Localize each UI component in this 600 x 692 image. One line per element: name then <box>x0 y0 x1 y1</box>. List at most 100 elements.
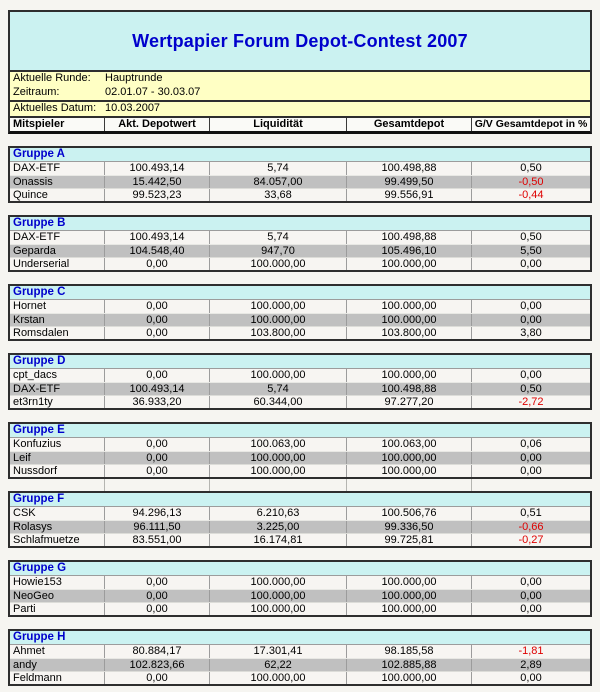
player-name: andy <box>10 659 105 671</box>
value-cell: 0,00 <box>520 465 542 477</box>
value-cell: 97.277,20 <box>347 396 472 408</box>
value-cell: 0,06 <box>520 438 542 450</box>
value-cell: 5,74 <box>210 383 347 395</box>
group-title: Gruppe F <box>10 493 590 507</box>
value-cell: 100.000,00 <box>347 300 472 313</box>
value-cell: 0,00 <box>105 603 210 615</box>
player-name: Romsdalen <box>10 327 105 339</box>
value-cell: 100.000,00 <box>210 314 347 326</box>
player-name: Howie153 <box>10 576 105 589</box>
value-cell: 0,00 <box>105 672 210 684</box>
value-cell: -2,72 <box>518 396 544 408</box>
player-name: Parti <box>10 603 105 615</box>
player-row: NeoGeo 0,00 100.000,00 100.000,00 0,00 <box>10 589 590 602</box>
value-cell: 0,00 <box>105 438 210 451</box>
column-header-liquiditaet: Liquidität <box>210 118 347 131</box>
value-cell: 100.000,00 <box>210 465 347 477</box>
group-table: Gruppe G Howie153 0,00 100.000,00 100.000,00… <box>8 560 592 617</box>
value-cell: 0,00 <box>520 314 542 326</box>
player-row: Konfuzius 0,00 100.063,00 100.063,00 0,06 <box>10 438 590 451</box>
value-cell: 100.000,00 <box>347 576 472 589</box>
player-name: Feldmann <box>10 672 105 684</box>
player-row: Hornet 0,00 100.000,00 100.000,00 0,00 <box>10 300 590 313</box>
value-cell: 105.496,10 <box>347 245 472 257</box>
value-cell: 102.823,66 <box>105 659 210 671</box>
value-cell: 100.000,00 <box>347 590 472 602</box>
group-gap <box>8 410 592 422</box>
spacer-before-groups <box>8 134 592 146</box>
value-cell: 100.000,00 <box>347 369 472 382</box>
player-name: DAX-ETF <box>10 231 105 244</box>
value-cell: 100.493,14 <box>105 231 210 244</box>
value-cell: 0,00 <box>520 576 542 588</box>
player-name: DAX-ETF <box>10 383 105 395</box>
value-cell: 5,50 <box>520 245 542 257</box>
player-row: Onassis 15.442,50 84.057,00 99.499,50 -0,50 <box>10 175 590 188</box>
player-name: Nussdorf <box>10 465 105 477</box>
player-row: Parti 0,00 100.000,00 100.000,00 0,00 <box>10 602 590 615</box>
value-cell: 100.063,00 <box>210 438 347 451</box>
player-name: Krstan <box>10 314 105 326</box>
value-cell: 100.493,14 <box>105 383 210 395</box>
group-title: Gruppe H <box>10 631 590 645</box>
group-gap <box>8 203 592 215</box>
value-cell: 100.000,00 <box>210 576 347 589</box>
value-cell: -0,27 <box>518 534 544 546</box>
value-cell: 0,00 <box>105 452 210 464</box>
value-cell: 100.000,00 <box>347 452 472 464</box>
value-cell: 100.000,00 <box>347 258 472 270</box>
value-cell: 103.800,00 <box>210 327 347 339</box>
value-cell: 98.185,58 <box>347 645 472 658</box>
info-value-runde: Hauptrunde <box>105 72 163 84</box>
round-info-box: Aktuelle Runde: Hauptrunde Zeitraum: 02.… <box>8 70 592 102</box>
player-row: Geparda 104.548,40 947,70 105.496,10 5,50 <box>10 244 590 257</box>
value-cell: 99.499,50 <box>347 176 472 188</box>
value-cell: 94.296,13 <box>105 507 210 520</box>
info-label-runde: Aktuelle Runde: <box>13 72 91 84</box>
group-table: Gruppe C Hornet 0,00 100.000,00 100.000,00 0,… <box>8 284 592 341</box>
player-row: Nussdorf 0,00 100.000,00 100.000,00 0,00 <box>10 464 590 477</box>
player-name: Konfuzius <box>10 438 105 451</box>
player-row: cpt_dacs 0,00 100.000,00 100.000,00 0,00 <box>10 369 590 382</box>
value-cell: 0,00 <box>105 465 210 477</box>
player-row: andy 102.823,66 62,22 102.885,88 2,89 <box>10 658 590 671</box>
value-cell: 0,00 <box>105 590 210 602</box>
player-row: Krstan 0,00 100.000,00 100.000,00 0,00 <box>10 313 590 326</box>
gridline-cell <box>210 479 347 491</box>
value-cell: 96.111,50 <box>105 521 210 533</box>
value-cell: 0,00 <box>520 258 542 270</box>
player-name: Underserial <box>10 258 105 270</box>
group-table: Gruppe E Konfuzius 0,00 100.063,00 100.063,0… <box>8 422 592 479</box>
value-cell: 5,74 <box>210 231 347 244</box>
value-cell: 100.000,00 <box>210 369 347 382</box>
value-cell: 100.000,00 <box>210 300 347 313</box>
player-row: Rolasys 96.111,50 3.225,00 99.336,50 -0,66 <box>10 520 590 533</box>
player-row: Feldmann 0,00 100.000,00 100.000,00 0,00 <box>10 671 590 684</box>
player-row: Ahmet 80.884,17 17.301,41 98.185,58 -1,81 <box>10 645 590 658</box>
player-name: Leif <box>10 452 105 464</box>
page-title-box: Wertpapier Forum Depot-Contest 2007 <box>8 10 592 72</box>
player-name: et3rn1ty <box>10 396 105 408</box>
info-label-datum: Aktuelles Datum: <box>13 102 97 114</box>
player-row: Schlafmuetze 83.551,00 16.174,81 99.725,81 -… <box>10 533 590 546</box>
value-cell: 100.063,00 <box>347 438 472 451</box>
value-cell: 100.000,00 <box>347 465 472 477</box>
gridline-cell <box>472 479 590 491</box>
value-cell: 0,00 <box>520 603 542 615</box>
player-name: Ahmet <box>10 645 105 658</box>
page-title: Wertpapier Forum Depot-Contest 2007 <box>132 30 468 51</box>
player-name: cpt_dacs <box>10 369 105 382</box>
value-cell: 947,70 <box>210 245 347 257</box>
value-cell: 100.493,14 <box>105 162 210 175</box>
player-name: Quince <box>10 189 105 201</box>
player-name: DAX-ETF <box>10 162 105 175</box>
value-cell: 100.498,88 <box>347 383 472 395</box>
value-cell: 0,50 <box>520 383 542 395</box>
value-cell: 0,00 <box>105 258 210 270</box>
group-table: Gruppe B DAX-ETF 100.493,14 5,74 100.498,88 0… <box>8 215 592 272</box>
value-cell: 0,00 <box>520 672 542 684</box>
value-cell: 3,80 <box>520 327 542 339</box>
value-cell: 0,00 <box>105 576 210 589</box>
value-cell: 6.210,63 <box>210 507 347 520</box>
